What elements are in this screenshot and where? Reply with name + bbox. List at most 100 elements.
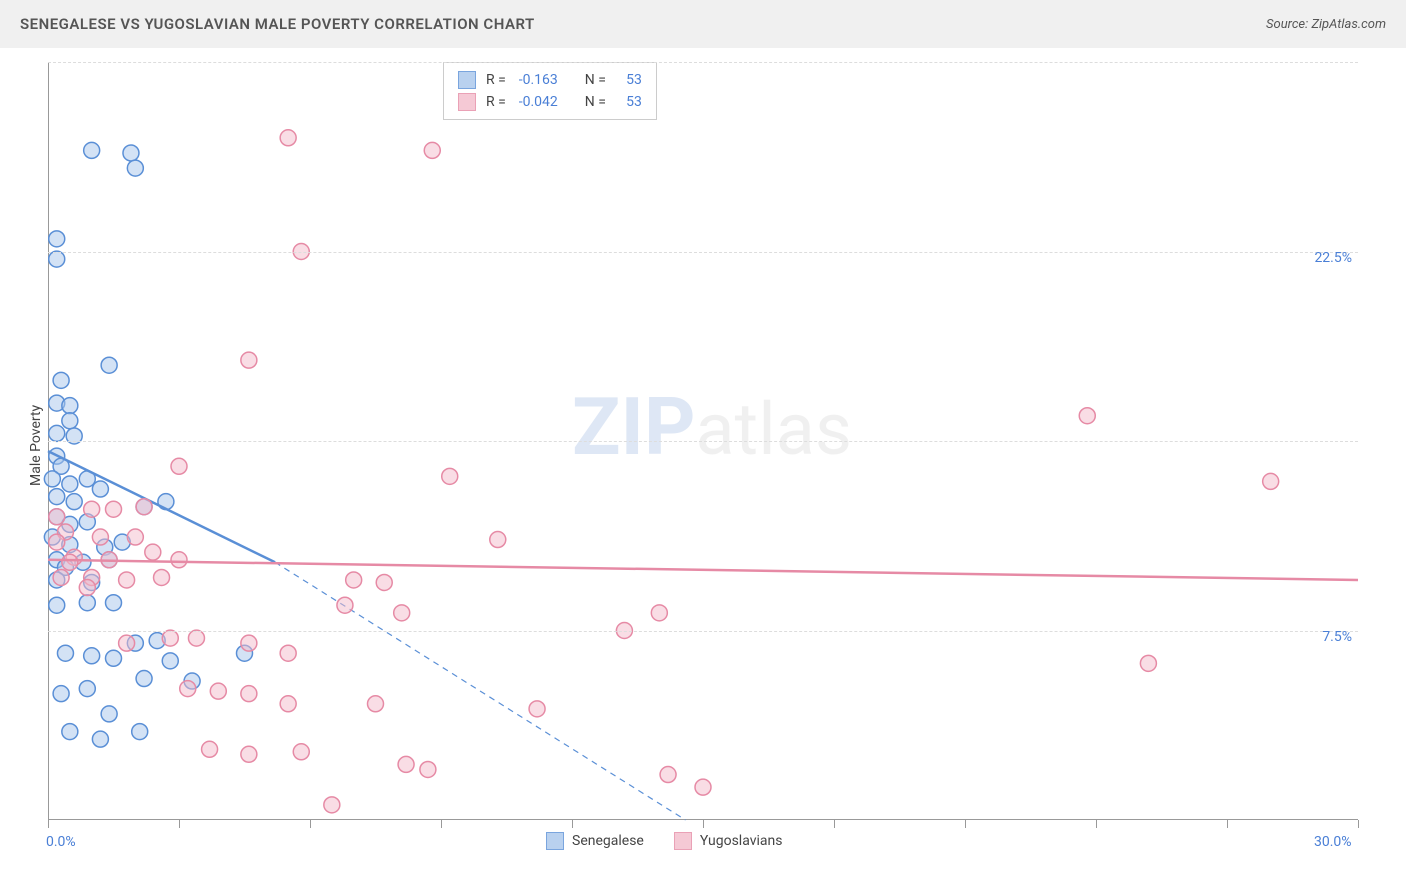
data-point	[53, 372, 69, 388]
data-point	[57, 645, 73, 661]
data-point	[136, 499, 152, 515]
r-value: -0.163	[516, 69, 558, 91]
data-point	[119, 572, 135, 588]
gridline	[48, 631, 1358, 632]
x-tick-mark	[310, 820, 311, 828]
data-point	[293, 744, 309, 760]
data-point	[84, 648, 100, 664]
data-point	[62, 476, 78, 492]
data-point	[490, 532, 506, 548]
n-label: N =	[585, 91, 606, 113]
data-point	[62, 398, 78, 414]
data-point	[162, 653, 178, 669]
gridline	[48, 62, 1358, 63]
x-tick-label: 30.0%	[1314, 834, 1352, 850]
legend-swatch	[546, 832, 564, 850]
data-point	[171, 458, 187, 474]
correlation-stats-box: R =-0.163 N =53R =-0.042 N =53	[443, 62, 657, 120]
data-point	[171, 552, 187, 568]
x-tick-mark	[48, 820, 49, 828]
data-point	[324, 797, 340, 813]
data-point	[101, 706, 117, 722]
trend-line	[48, 451, 275, 562]
data-point	[62, 724, 78, 740]
x-tick-mark	[834, 820, 835, 828]
data-point	[162, 630, 178, 646]
data-point	[136, 671, 152, 687]
data-point	[1263, 473, 1279, 489]
data-point	[241, 746, 257, 762]
y-tick-label: 22.5%	[1314, 250, 1352, 266]
data-point	[442, 468, 458, 484]
data-point	[420, 761, 436, 777]
data-point	[53, 569, 69, 585]
data-point	[79, 595, 95, 611]
gridline	[48, 441, 1358, 442]
data-point	[119, 635, 135, 651]
data-point	[66, 494, 82, 510]
legend-item: Senegalese	[546, 832, 644, 850]
data-point	[106, 501, 122, 517]
x-tick-mark	[572, 820, 573, 828]
data-point	[180, 681, 196, 697]
legend-item: Yugoslavians	[674, 832, 783, 850]
data-point	[695, 779, 711, 795]
data-point	[49, 425, 65, 441]
r-label: R =	[486, 69, 506, 91]
data-point	[62, 554, 78, 570]
x-tick-label: 0.0%	[46, 834, 76, 850]
data-point	[44, 471, 60, 487]
data-point	[79, 681, 95, 697]
data-point	[49, 597, 65, 613]
trend-line	[48, 560, 1358, 580]
data-point	[280, 645, 296, 661]
legend-swatch	[674, 832, 692, 850]
data-point	[84, 142, 100, 158]
legend-label: Senegalese	[572, 833, 644, 849]
data-point	[529, 701, 545, 717]
x-tick-mark	[1358, 820, 1359, 828]
data-point	[79, 580, 95, 596]
data-point	[241, 352, 257, 368]
n-label: N =	[585, 69, 606, 91]
series-yugoslavians	[49, 130, 1279, 813]
data-point	[84, 501, 100, 517]
x-tick-mark	[179, 820, 180, 828]
series-senegalese	[44, 142, 252, 747]
data-point	[145, 544, 161, 560]
data-point	[53, 686, 69, 702]
gridline	[48, 252, 1358, 253]
data-point	[1140, 655, 1156, 671]
data-point	[398, 756, 414, 772]
legend-label: Yugoslavians	[700, 833, 783, 849]
data-point	[376, 574, 392, 590]
data-point	[394, 605, 410, 621]
data-point	[280, 696, 296, 712]
data-point	[101, 357, 117, 373]
data-point	[92, 731, 108, 747]
data-point	[49, 231, 65, 247]
x-tick-mark	[1227, 820, 1228, 828]
data-point	[49, 251, 65, 267]
x-tick-mark	[1096, 820, 1097, 828]
x-tick-mark	[441, 820, 442, 828]
data-point	[127, 160, 143, 176]
x-tick-mark	[703, 820, 704, 828]
x-tick-mark	[965, 820, 966, 828]
data-point	[188, 630, 204, 646]
data-point	[123, 145, 139, 161]
data-point	[660, 767, 676, 783]
stats-row: R = -0.163 N = 53	[458, 69, 642, 91]
data-point	[346, 572, 362, 588]
data-point	[202, 741, 218, 757]
legend-swatch	[458, 71, 476, 89]
data-point	[368, 696, 384, 712]
r-label: R =	[486, 91, 506, 113]
data-point	[49, 489, 65, 505]
trend-line-extrapolated	[275, 562, 685, 820]
data-point	[210, 683, 226, 699]
data-point	[106, 595, 122, 611]
n-value: 53	[616, 69, 642, 91]
data-point	[49, 534, 65, 550]
data-point	[127, 529, 143, 545]
